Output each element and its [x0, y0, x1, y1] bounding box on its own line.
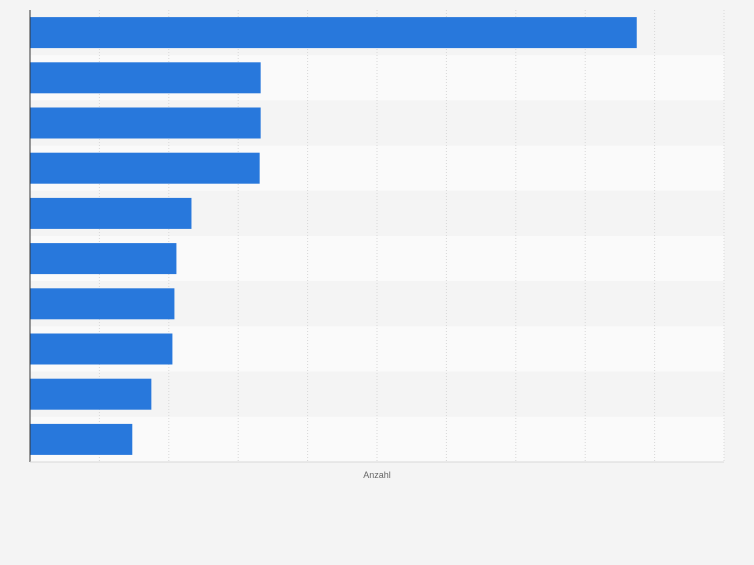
- bar-10[interactable]: [30, 423, 133, 455]
- bar-3[interactable]: [30, 107, 261, 139]
- x-axis-label: Anzahl: [363, 470, 391, 480]
- bar-8[interactable]: [30, 333, 173, 365]
- bar-1[interactable]: [30, 17, 637, 49]
- bar-6[interactable]: [30, 243, 177, 275]
- bar-4[interactable]: [30, 152, 260, 184]
- bar-7[interactable]: [30, 288, 175, 320]
- bar-9[interactable]: [30, 378, 152, 410]
- bar-2[interactable]: [30, 62, 261, 94]
- axes: [29, 10, 724, 463]
- bars: [30, 17, 637, 455]
- bar-5[interactable]: [30, 197, 192, 229]
